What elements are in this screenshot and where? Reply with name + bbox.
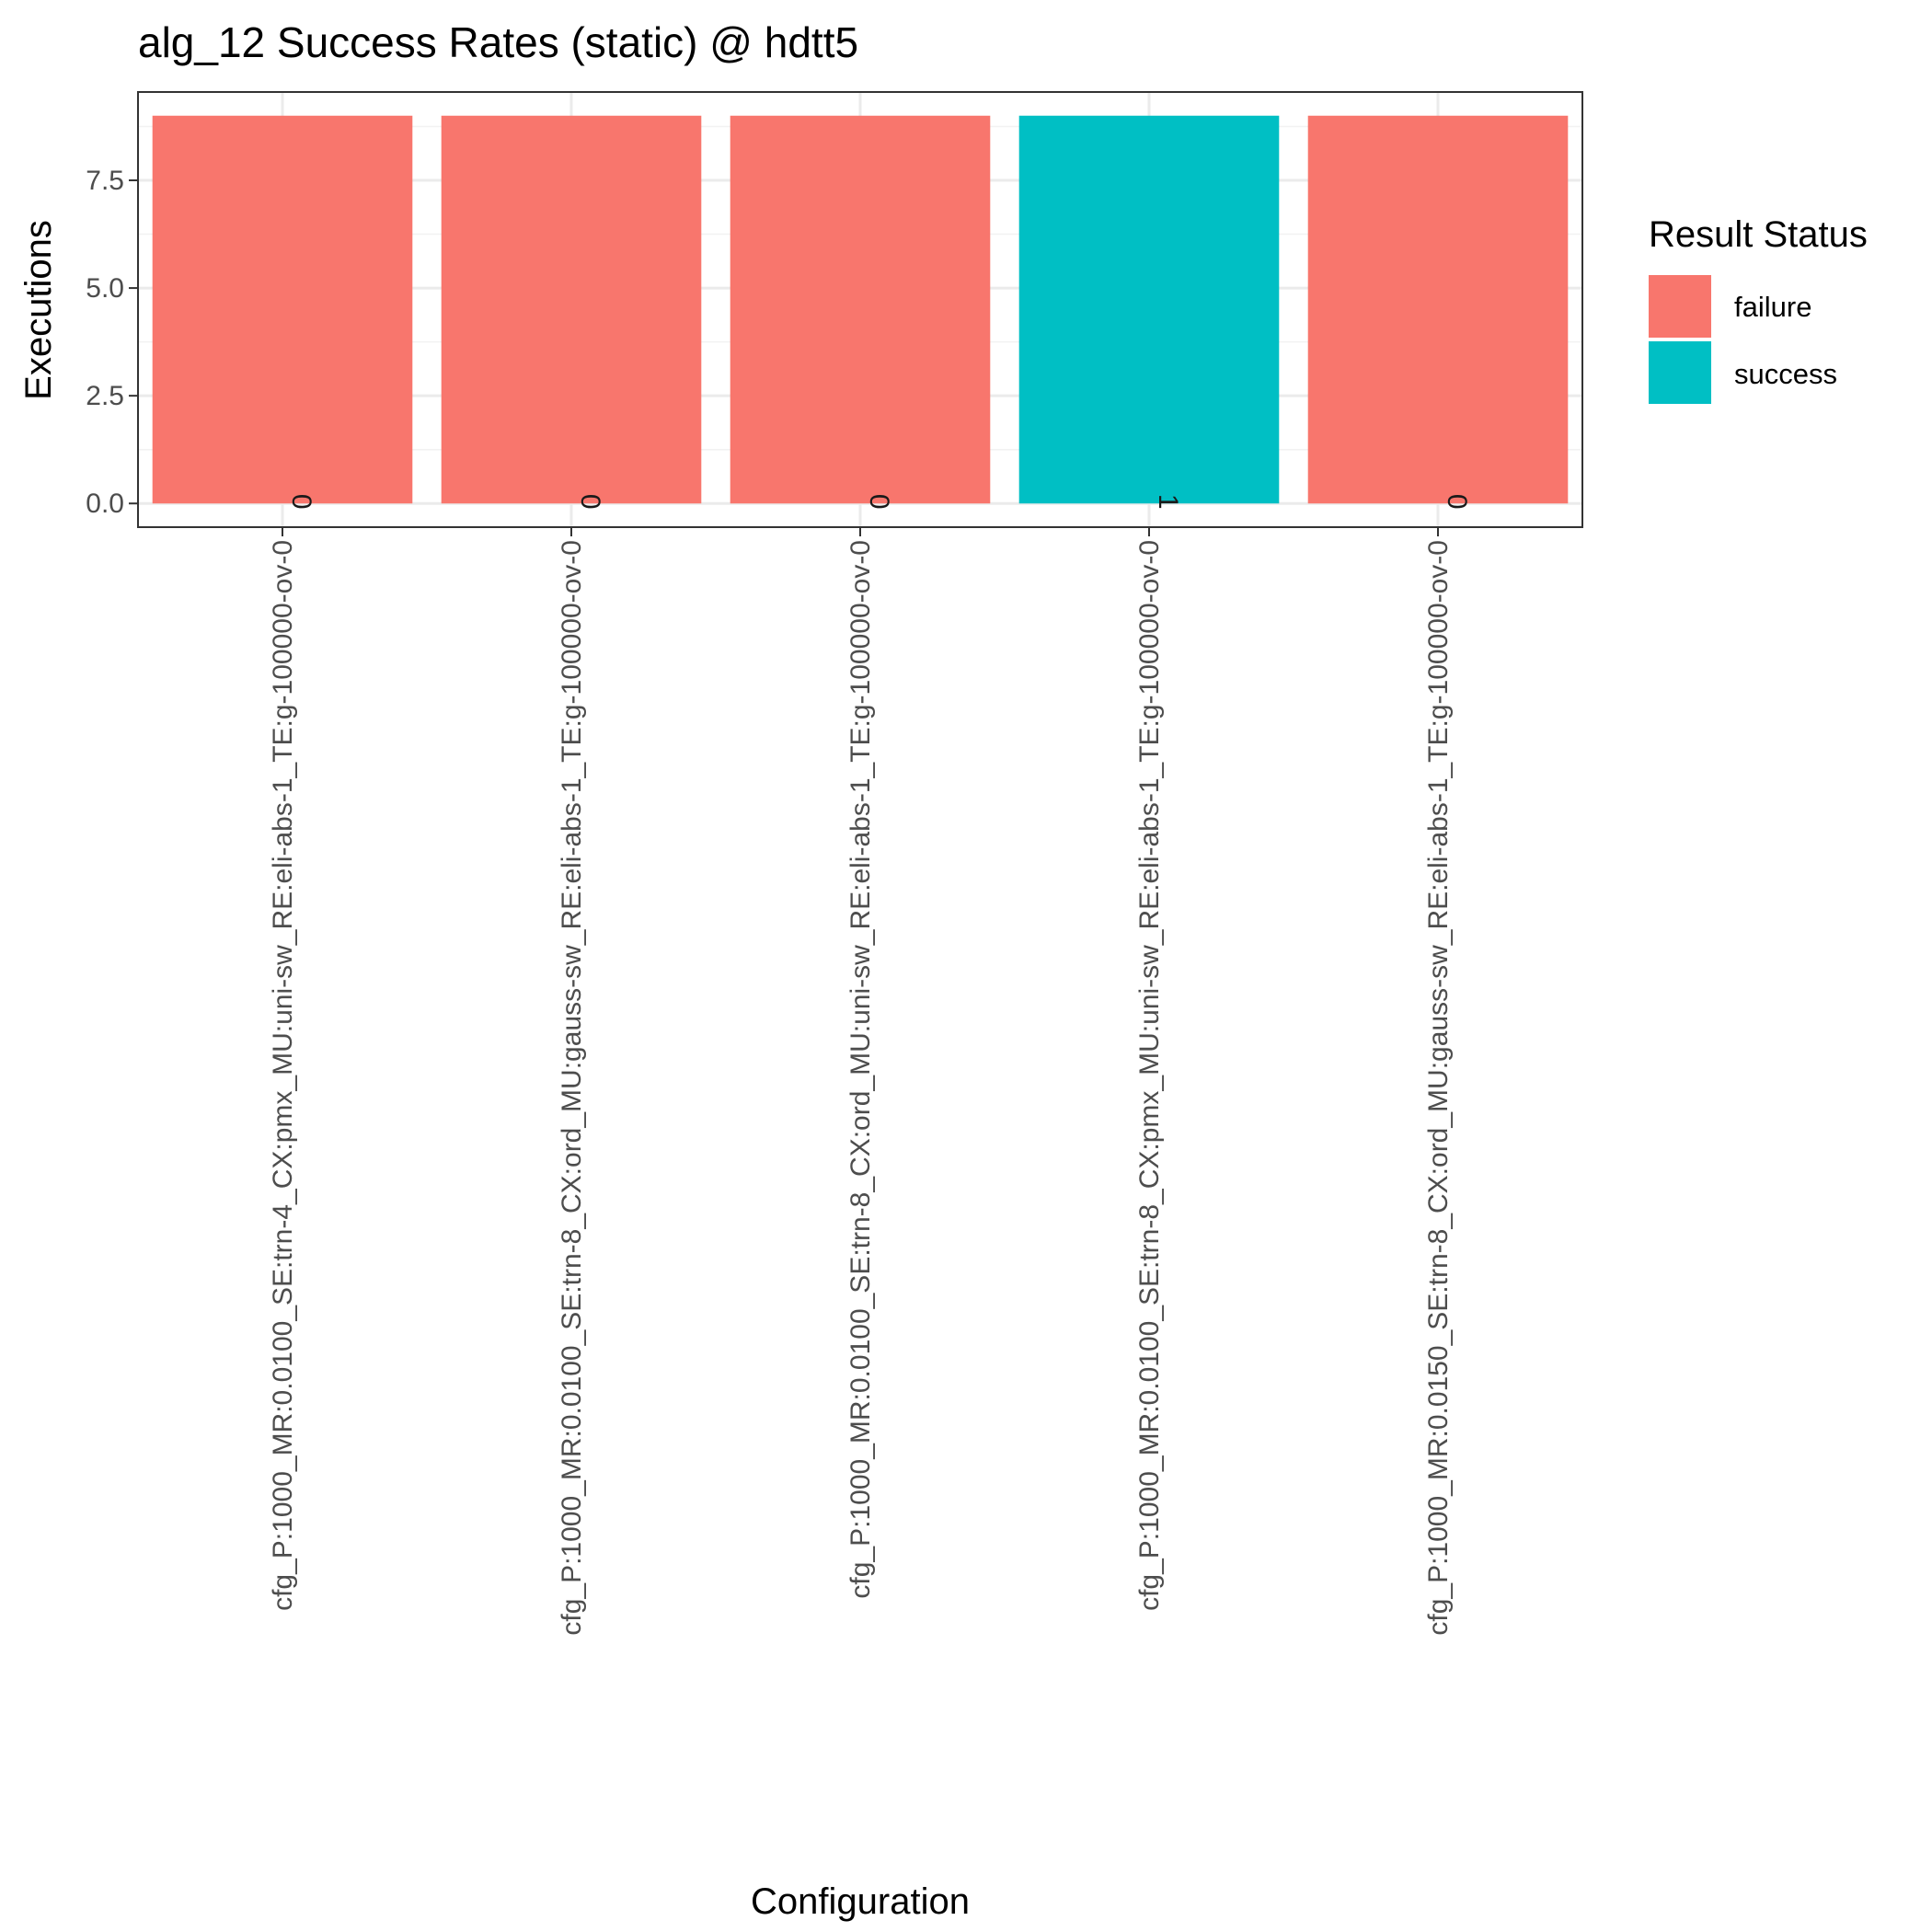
bar-success bbox=[1018, 115, 1280, 504]
x-tick-label: cfg_P:1000_MR:0.0150_SE:trn-8_CX:ord_MU:… bbox=[1423, 540, 1454, 1636]
y-axis: 0.0 2.5 5.0 7.5 bbox=[86, 166, 138, 519]
y-axis-title: Executions bbox=[18, 220, 59, 400]
bar-data-label: 1 bbox=[1153, 494, 1183, 510]
y-tick-label: 7.5 bbox=[86, 166, 124, 196]
bar-data-label: 0 bbox=[864, 494, 894, 510]
legend-label-failure: failure bbox=[1734, 291, 1811, 323]
x-tick-label: cfg_P:1000_MR:0.0100_SE:trn-8_CX:pmx_MU:… bbox=[1134, 540, 1165, 1611]
bar-failure bbox=[1307, 115, 1569, 504]
bar-data-label: 0 bbox=[286, 494, 316, 510]
y-tick-label: 2.5 bbox=[86, 381, 124, 411]
legend-key-success bbox=[1649, 341, 1711, 404]
bar-failure bbox=[152, 115, 413, 504]
x-axis-title: Configuration bbox=[751, 1881, 970, 1922]
bar-data-label: 0 bbox=[575, 494, 605, 510]
legend-key-failure bbox=[1649, 275, 1711, 338]
legend: Result Status failure success bbox=[1649, 214, 1868, 404]
bar-failure bbox=[441, 115, 702, 504]
legend-title: Result Status bbox=[1649, 214, 1868, 255]
bars bbox=[152, 115, 1569, 504]
chart-title: alg_12 Success Rates (static) @ hdtt5 bbox=[138, 18, 858, 66]
bar-data-label: 0 bbox=[1442, 494, 1472, 510]
y-tick-label: 0.0 bbox=[86, 489, 124, 519]
x-tick-label: cfg_P:1000_MR:0.0100_SE:trn-8_CX:ord_MU:… bbox=[557, 540, 587, 1636]
bar-labels: 0 0 0 1 0 bbox=[286, 494, 1472, 510]
y-tick-label: 5.0 bbox=[86, 273, 124, 304]
x-tick-label: cfg_P:1000_MR:0.0100_SE:trn-4_CX:pmx_MU:… bbox=[268, 540, 298, 1611]
bar-failure bbox=[730, 115, 991, 504]
x-tick-label: cfg_P:1000_MR:0.0100_SE:trn-8_CX:ord_MU:… bbox=[845, 540, 876, 1599]
x-axis: cfg_P:1000_MR:0.0100_SE:trn-4_CX:pmx_MU:… bbox=[268, 527, 1454, 1636]
legend-label-success: success bbox=[1734, 358, 1837, 390]
plot-panel: 0 0 0 1 0 bbox=[137, 91, 1583, 528]
